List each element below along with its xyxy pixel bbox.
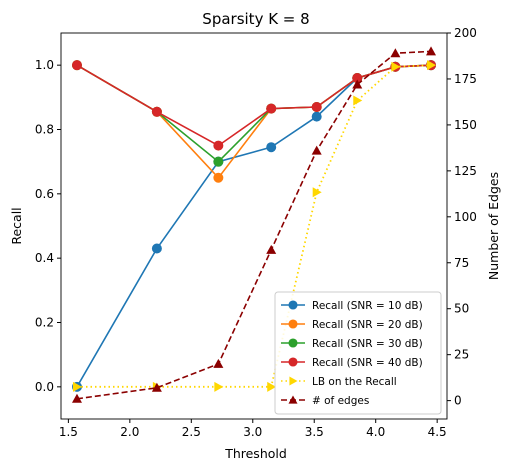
legend-label-5: # of edges (312, 395, 369, 407)
y2-tick-label-3: 75 (454, 256, 469, 270)
legend-label-2: Recall (SNR = 30 dB) (312, 338, 423, 350)
data-point-5-3 (266, 245, 276, 254)
y2-tick-label-6: 150 (454, 118, 477, 132)
y2-tick-label-8: 200 (454, 26, 477, 40)
x-tick-label-2: 2.5 (182, 425, 201, 439)
legend-label-4: LB on the Recall (312, 376, 397, 388)
x-tick-label-1: 2.0 (120, 425, 139, 439)
y-tick-label-1: 0.2 (35, 316, 54, 330)
x-axis-label: Threshold (224, 446, 287, 461)
y2-tick-label-7: 175 (454, 72, 477, 86)
data-point-3-0 (72, 61, 81, 70)
data-point-1-2 (214, 173, 223, 182)
data-point-3-3 (267, 104, 276, 113)
series-2 (72, 61, 435, 167)
x-tick-label-5: 4.0 (366, 425, 385, 439)
x-tick-label-4: 3.5 (305, 425, 324, 439)
legend-label-0: Recall (SNR = 10 dB) (312, 300, 423, 312)
data-point-5-2 (213, 359, 223, 368)
y2-tick-label-4: 100 (454, 210, 477, 224)
data-point-3-1 (152, 107, 161, 116)
y2-tick-label-2: 50 (454, 302, 469, 316)
data-point-3-2 (214, 141, 223, 150)
data-point-3-4 (312, 102, 321, 111)
legend-marker-3 (289, 358, 297, 366)
data-point-4-4 (313, 187, 322, 197)
data-point-0-3 (267, 143, 276, 152)
y2-tick-label-0: 0 (454, 394, 462, 408)
legend-label-1: Recall (SNR = 20 dB) (312, 319, 423, 331)
series-line-2 (77, 65, 431, 162)
y2-tick-label-5: 125 (454, 164, 477, 178)
legend-marker-0 (289, 301, 297, 309)
legend-marker-1 (289, 320, 297, 328)
data-point-4-5 (353, 96, 362, 106)
data-point-0-1 (152, 244, 161, 253)
series-3 (72, 61, 435, 150)
data-point-5-6 (390, 48, 400, 57)
legend-label-3: Recall (SNR = 40 dB) (312, 357, 423, 369)
y-tick-label-5: 1.0 (35, 58, 54, 72)
x-tick-label-3: 3.0 (243, 425, 262, 439)
x-tick-label-6: 4.5 (428, 425, 447, 439)
chart-title: Sparsity K = 8 (202, 10, 309, 28)
x-tick-label-0: 1.5 (59, 425, 78, 439)
data-point-4-2 (214, 382, 223, 392)
y-tick-label-4: 0.8 (35, 123, 54, 137)
y2-axis-label: Number of Edges (486, 172, 501, 280)
legend: Recall (SNR = 10 dB) Recall (SNR = 20 dB)… (275, 292, 441, 414)
data-point-0-4 (312, 112, 321, 121)
y-tick-label-3: 0.6 (35, 187, 54, 201)
y-tick-label-2: 0.4 (35, 251, 54, 265)
data-point-5-4 (312, 146, 322, 155)
y2-tick-label-1: 25 (454, 348, 469, 362)
series-line-3 (77, 65, 431, 145)
y-axis-label: Recall (9, 207, 24, 244)
y-tick-label-0: 0.0 (35, 380, 54, 394)
data-point-2-2 (214, 157, 223, 166)
legend-marker-2 (289, 339, 297, 347)
